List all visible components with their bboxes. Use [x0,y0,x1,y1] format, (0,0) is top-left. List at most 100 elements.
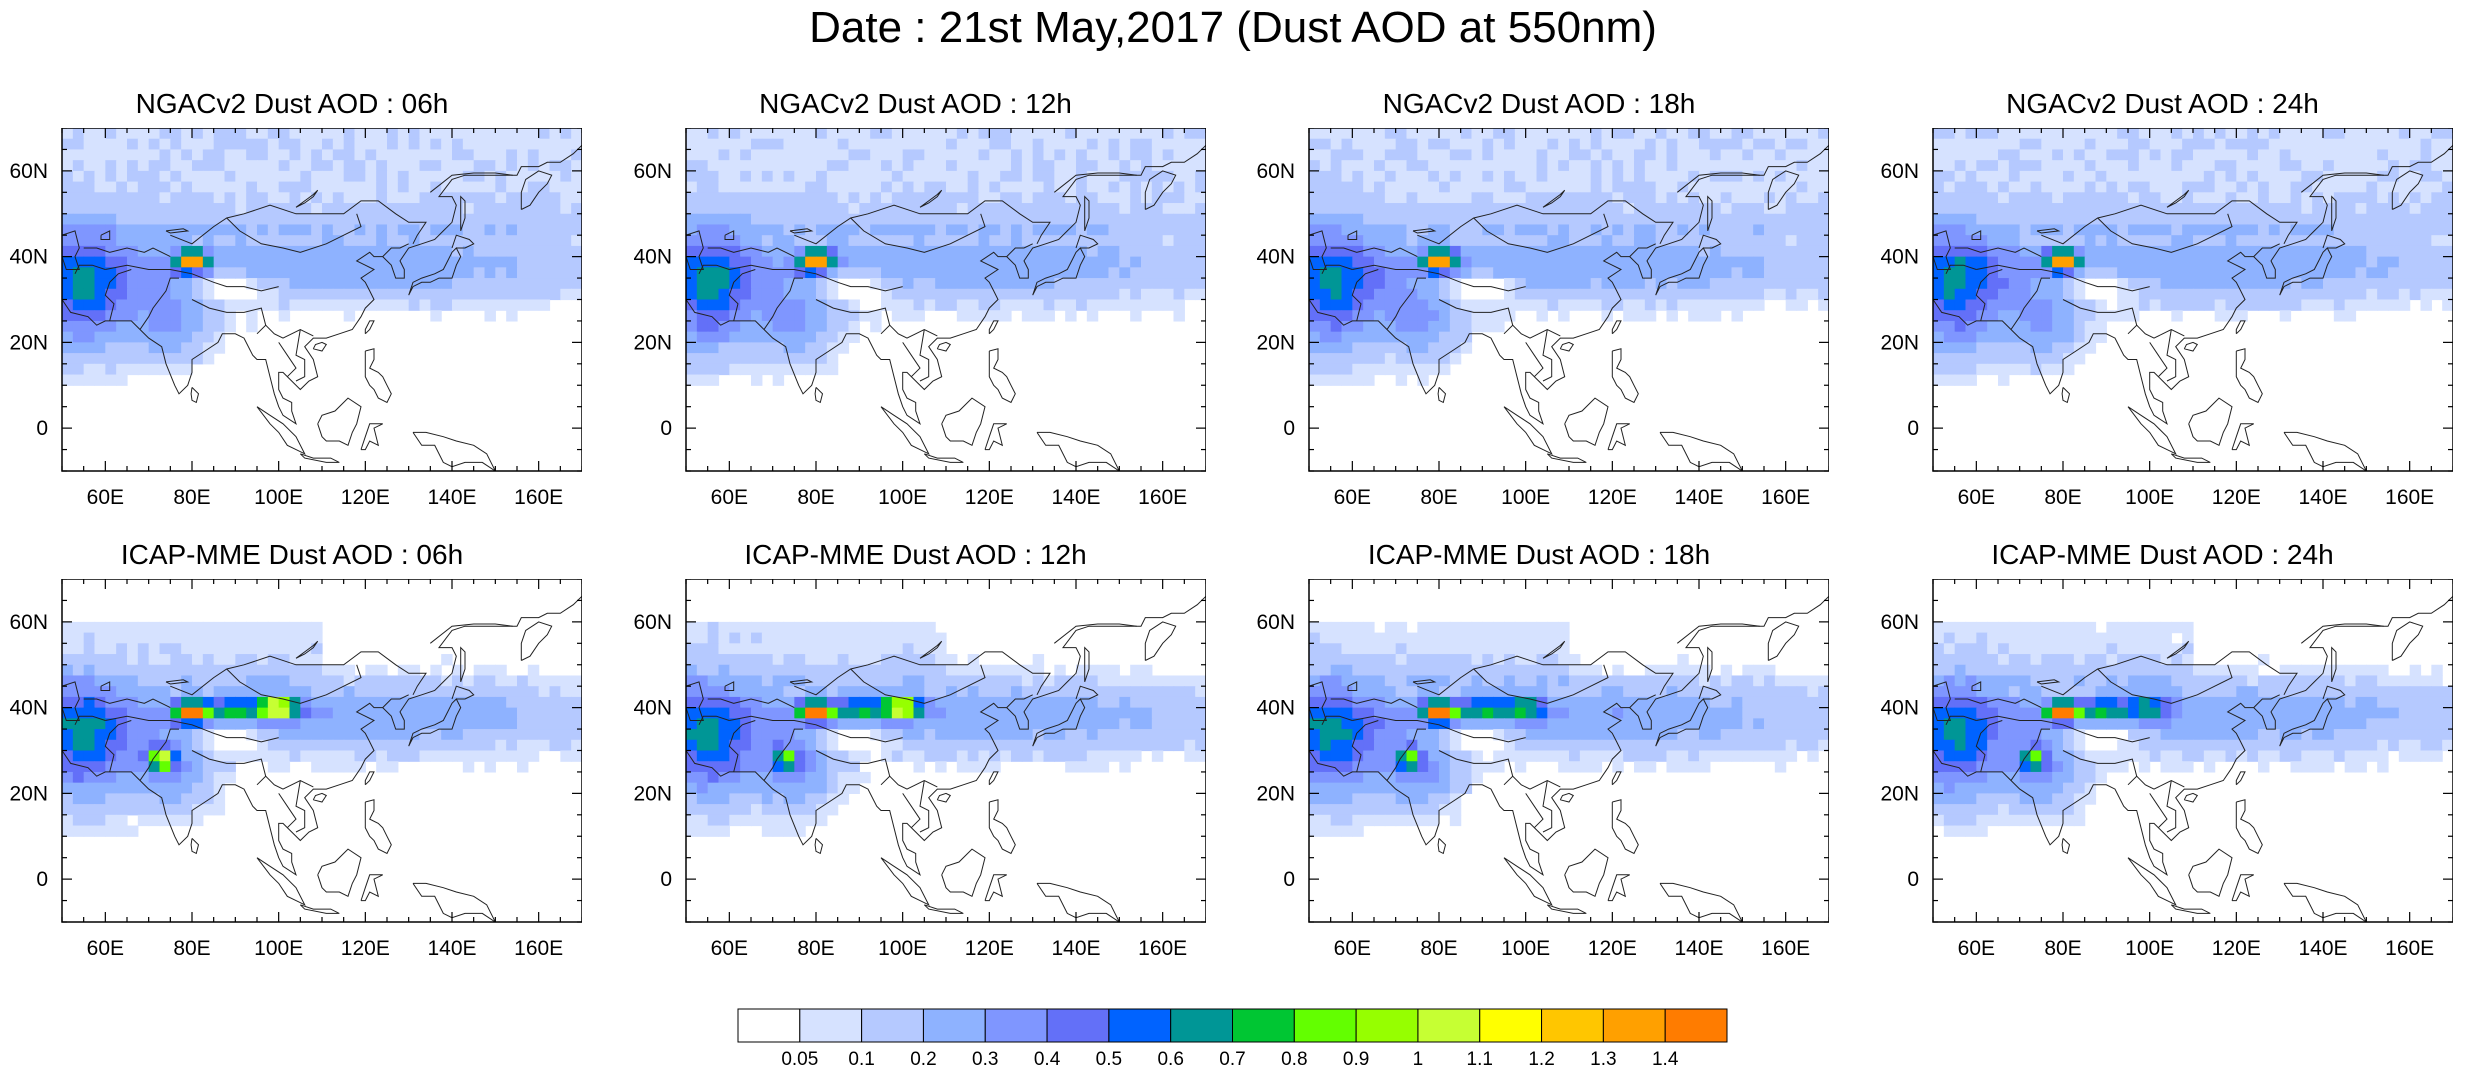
aod-cell [94,299,106,311]
aod-cell [322,278,334,290]
aod-cell [1612,203,1624,215]
aod-cell [848,213,860,226]
coastline [256,406,306,455]
aod-cell [1986,299,1999,311]
aod-cell [848,310,860,322]
aod-cell [1363,245,1375,258]
aod-cell [1406,203,1418,215]
aod-cell [343,256,356,268]
aod-cell [1183,267,1196,279]
aod-cell [1064,181,1077,193]
aod-cell [94,718,106,730]
aod-cell [1374,363,1386,376]
aod-cell [473,235,486,247]
aod-cell [1514,299,1527,311]
aod-cell [2116,192,2129,204]
aod-cell [127,170,139,183]
aod-cell [1975,320,1988,333]
aod-cell [2095,235,2107,247]
aod-cell [2311,170,2324,183]
aod-cell [2355,256,2367,268]
aod-cell [408,192,421,204]
aod-cell [2246,224,2259,236]
aod-cell [83,149,96,161]
aod-cell [880,160,892,172]
aod-cell [62,149,74,161]
aod-cell [2160,138,2172,151]
aod-cell [408,739,421,752]
aod-cell [105,750,117,762]
aod-cell [441,192,453,204]
aod-cell [1986,256,1999,268]
aod-cell [2311,224,2324,236]
aod-cell [430,310,442,322]
aod-cell [1807,267,1819,279]
aod-cell [1417,213,1429,226]
aod-cell [1319,256,1332,268]
aod-cell [1720,213,1733,226]
aod-cell [83,374,96,386]
aod-cell [2300,299,2313,311]
aod-cell [267,643,280,655]
aod-cell [137,310,150,322]
aod-cell [354,138,366,151]
aod-cell [2441,181,2453,193]
aod-cell [181,235,193,247]
aod-cell [1460,331,1473,343]
aod-cell [527,128,540,140]
aod-cell [343,310,356,322]
aod-cell [1428,192,1440,204]
aod-cell [181,654,193,666]
aod-cell [1785,213,1798,226]
aod-cell [235,245,247,258]
aod-cell [159,761,171,773]
aod-cell [1579,192,1592,204]
aod-cell [354,181,366,193]
aod-cell [387,750,399,762]
aod-cell [2441,224,2453,236]
aod-cell [506,696,518,709]
aod-cell [2030,192,2042,204]
aod-cell [891,160,903,172]
aod-cell [2160,128,2172,140]
aod-cell [1173,245,1185,258]
aod-cell [1319,181,1332,193]
aod-cell [1194,181,1206,193]
aod-cell [696,278,708,290]
aod-cell [1374,192,1386,204]
aod-cell [1709,235,1722,247]
aod-cell [696,256,708,268]
aod-cell [1579,288,1592,301]
aod-cell [257,621,269,634]
aod-cell [1601,138,1613,151]
aod-cell [2355,235,2367,247]
aod-cell [1363,363,1375,376]
aod-cell [224,235,236,247]
aod-cell [1818,138,1829,151]
aod-cell [1406,181,1418,193]
aod-cell [127,224,139,236]
aod-cell [1449,245,1462,258]
aod-cell [2095,320,2107,333]
aod-cell [739,170,752,183]
aod-cell [2235,160,2248,172]
aod-cell [999,256,1012,268]
aod-cell [148,353,161,365]
aod-cell [2235,310,2248,322]
aod-cell [869,181,882,193]
aod-cell [1395,160,1408,172]
aod-cell [2398,299,2410,311]
aod-cell [1395,374,1408,386]
aod-cell [430,203,442,215]
aod-cell [1086,149,1098,161]
aod-cell [83,288,96,301]
aod-cell [988,213,1001,226]
aod-cell [441,654,453,666]
aod-cell [527,170,540,183]
aod-cell [750,138,762,151]
aod-cell [1785,288,1798,301]
aod-cell [783,224,795,236]
aod-cell [1428,363,1440,376]
aod-cell [1965,374,1977,386]
aod-cell [1774,213,1787,226]
